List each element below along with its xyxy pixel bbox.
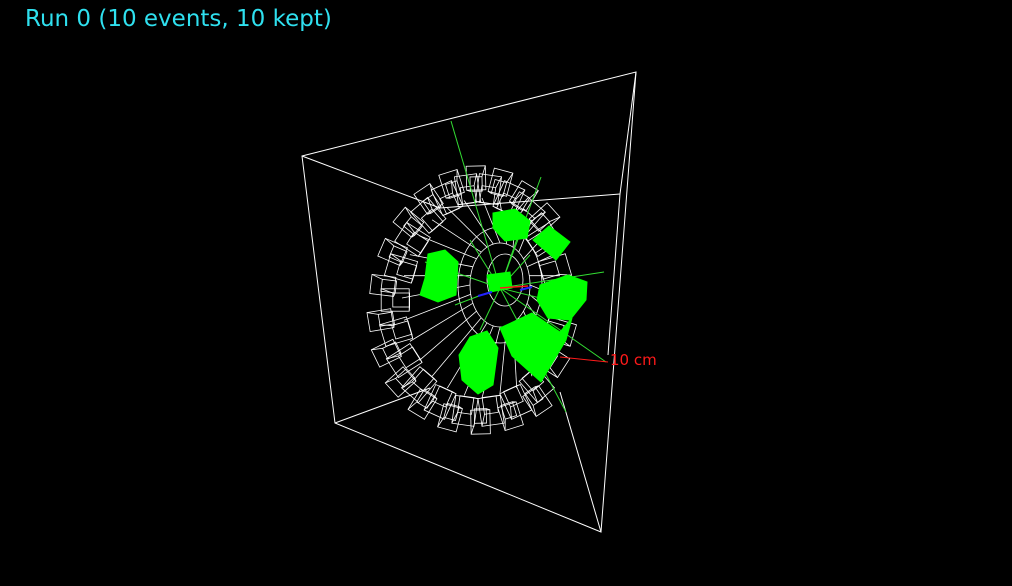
barrel-spoke (431, 317, 482, 377)
calorimeter-cell (453, 173, 482, 206)
barrel-spoke (526, 254, 555, 268)
calorimeter-cell (384, 366, 417, 398)
calorimeter-cell (366, 308, 395, 333)
barrel-spoke (447, 207, 488, 248)
barrel-spoke (419, 310, 477, 361)
calorimeter-cell (430, 180, 464, 217)
barrel-spoke (403, 293, 471, 321)
barrel-spoke (409, 302, 474, 342)
calorimeter-cell (437, 403, 463, 433)
barrel-spoke (463, 200, 494, 245)
origin-axes (477, 285, 533, 297)
calorimeter-cell (379, 316, 414, 347)
run-title: Run 0 (10 events, 10 kept) (25, 6, 332, 32)
calorimeter-cell (487, 167, 514, 197)
calorimeter-cell (451, 394, 479, 427)
calorimeter-cell (383, 253, 419, 284)
barrel-spoke (481, 197, 501, 244)
calorimeter-cell (377, 237, 408, 266)
calorimeter-cell (522, 385, 553, 417)
energy-hits (419, 208, 588, 395)
calorimeter-cell (369, 273, 398, 297)
calorimeter-cells (366, 165, 577, 435)
scale-indicator: 10 cm (559, 351, 657, 369)
calorimeter-cell (392, 206, 425, 238)
barrel-spoke (431, 219, 482, 253)
calorimeter-cell (465, 165, 487, 192)
calorimeter-cell (438, 168, 465, 199)
calorimeter-cell (413, 183, 444, 215)
calorimeter-cell (370, 338, 402, 368)
calorimeter-cell (423, 383, 457, 420)
calorimeter-cell (474, 173, 503, 206)
calorimeter-cell (385, 343, 423, 379)
calorimeter-cell (497, 401, 524, 432)
calorimeter-cell (380, 288, 411, 312)
barrel-spoke (419, 235, 477, 260)
calorimeter-cell (470, 408, 491, 435)
world-volume-box (301, 71, 637, 533)
scale-label: 10 cm (610, 351, 657, 369)
calorimeter-cell (407, 388, 438, 420)
calorimeter-cell (528, 202, 561, 234)
calorimeter-cell (477, 394, 505, 427)
